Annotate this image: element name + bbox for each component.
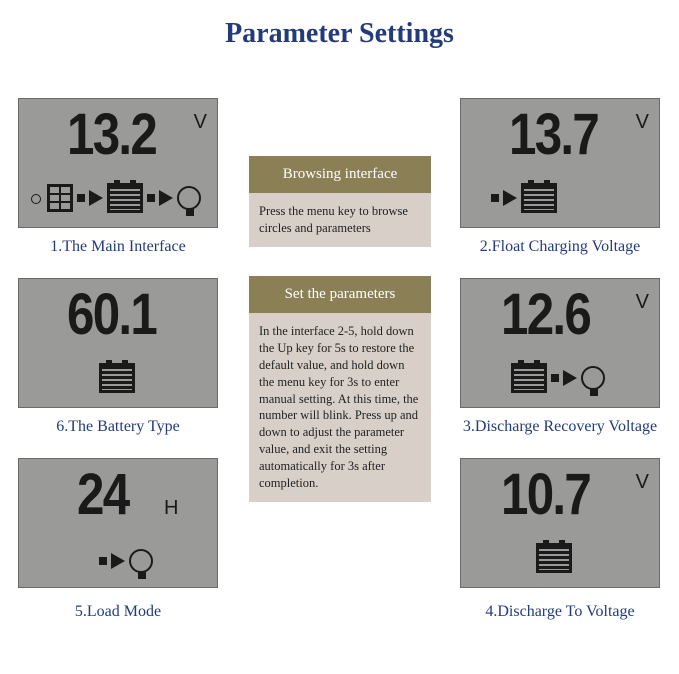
bulb-icon [581,366,605,390]
arrow-icon [99,557,107,565]
battery-icon [99,363,135,393]
arrow-icon [563,370,577,386]
sun-icon [27,190,43,206]
lcd-battype-value: 60.1 [67,281,156,348]
info-set-title: Set the parameters [249,276,431,313]
arrow-icon [89,190,103,206]
lcd-main: 13.2 V [18,98,218,228]
arrow-icon [77,194,85,202]
caption-load: 5.Load Mode [18,603,218,621]
lcd-load: 24 H [18,458,218,588]
lcd-float: 13.7 V [460,98,660,228]
lcd-disto: 10.7 V [460,458,660,588]
caption-float: 2.Float Charging Voltage [450,238,670,256]
load-icons [99,549,153,573]
arrow-icon [111,553,125,569]
lcd-disrec-value: 12.6 [501,281,590,348]
caption-disto: 4.Discharge To Voltage [450,603,670,621]
arrow-icon [503,190,517,206]
lcd-main-unit: V [194,111,207,134]
lcd-float-value: 13.7 [509,101,598,168]
info-set-body: In the interface 2-5, hold down the Up k… [249,313,431,502]
caption-main: 1.The Main Interface [18,238,218,256]
info-browse-title: Browsing interface [249,156,431,193]
battype-icons [99,363,135,393]
lcd-disrec: 12.6 V [460,278,660,408]
lcd-load-value: 24 [77,461,128,528]
battery-icon [521,183,557,213]
lcd-battype: 60.1 [18,278,218,408]
bulb-icon [177,186,201,210]
page-title: Parameter Settings [0,0,679,58]
float-icons [491,183,557,213]
main-icons [27,183,201,213]
arrow-icon [551,374,559,382]
lcd-float-unit: V [636,111,649,134]
caption-battype: 6.The Battery Type [18,418,218,436]
lcd-disto-unit: V [636,471,649,494]
lcd-disrec-unit: V [636,291,649,314]
bulb-icon [129,549,153,573]
lcd-load-unit: H [164,497,178,520]
info-browse-body: Press the menu key to browse circles and… [249,193,431,247]
lcd-main-value: 13.2 [67,101,156,168]
arrow-icon [147,194,155,202]
solar-panel-icon [47,184,73,212]
disrec-icons [511,363,605,393]
caption-disrec: 3.Discharge Recovery Voltage [440,418,679,436]
battery-icon [107,183,143,213]
arrow-icon [491,194,499,202]
lcd-disto-value: 10.7 [501,461,590,528]
arrow-icon [159,190,173,206]
settings-grid: 13.2 V 1.The Main Interface 13.7 V 2.Flo… [0,58,679,658]
info-set: Set the parameters In the interface 2-5,… [249,276,431,502]
battery-icon [536,543,572,573]
battery-icon [511,363,547,393]
info-browse: Browsing interface Press the menu key to… [249,156,431,247]
disto-icons [536,543,572,573]
